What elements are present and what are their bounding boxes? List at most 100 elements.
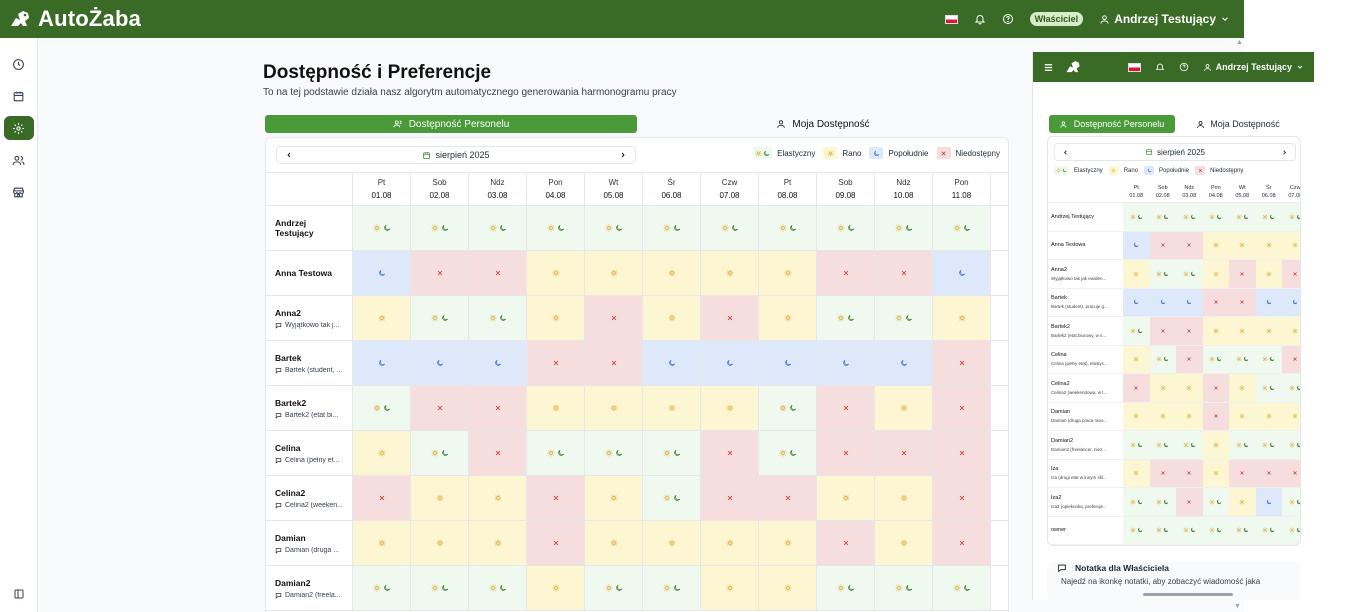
mobile-availability-cell[interactable] (1255, 374, 1282, 402)
availability-cell[interactable] (643, 521, 701, 565)
mobile-availability-cell[interactable] (1282, 345, 1300, 373)
mobile-availability-cell[interactable] (1255, 431, 1282, 459)
availability-cell[interactable] (933, 476, 991, 520)
mobile-availability-cell[interactable] (1123, 260, 1150, 288)
availability-cell[interactable] (527, 341, 585, 385)
availability-cell[interactable] (701, 251, 759, 295)
language-flag-icon[interactable] (1127, 62, 1141, 72)
availability-cell[interactable] (643, 251, 701, 295)
mobile-availability-cell[interactable] (1149, 516, 1176, 544)
availability-cell[interactable] (469, 386, 527, 430)
availability-cell[interactable] (353, 206, 411, 250)
mobile-availability-cell[interactable] (1176, 345, 1203, 373)
mobile-availability-cell[interactable] (1123, 516, 1150, 544)
availability-cell[interactable] (353, 521, 411, 565)
mobile-user-menu[interactable]: Andrzej Testujący (1203, 62, 1304, 72)
staff-note[interactable]: Bartek (student, ... (275, 367, 343, 374)
mobile-availability-cell[interactable] (1123, 317, 1150, 345)
availability-cell[interactable] (527, 476, 585, 520)
mobile-availability-cell[interactable] (1149, 345, 1176, 373)
availability-cell[interactable] (353, 431, 411, 475)
mobile-availability-cell[interactable] (1202, 402, 1229, 430)
availability-cell[interactable] (643, 206, 701, 250)
availability-cell[interactable] (469, 251, 527, 295)
mobile-availability-cell[interactable] (1149, 260, 1176, 288)
availability-cell[interactable] (817, 251, 875, 295)
availability-cell[interactable] (585, 521, 643, 565)
mobile-staff-note[interactable]: Bartek2 (etat biurowy, w s... (1051, 332, 1107, 338)
availability-cell[interactable] (933, 431, 991, 475)
mobile-availability-cell[interactable] (1282, 203, 1300, 231)
mobile-availability-cell[interactable] (1149, 402, 1176, 430)
mobile-availability-cell[interactable] (1176, 317, 1203, 345)
mobile-availability-cell[interactable] (1202, 345, 1229, 373)
availability-cell[interactable] (353, 341, 411, 385)
availability-cell[interactable] (585, 476, 643, 520)
mobile-availability-cell[interactable] (1255, 203, 1282, 231)
mobile-availability-cell[interactable] (1176, 431, 1203, 459)
mobile-availability-cell[interactable] (1229, 231, 1256, 259)
availability-cell[interactable] (585, 431, 643, 475)
availability-cell[interactable] (701, 341, 759, 385)
mobile-staff-note[interactable]: Iza2 (opiekunka, preferuje... (1051, 503, 1107, 509)
mobile-availability-cell[interactable] (1149, 231, 1176, 259)
mobile-availability-cell[interactable] (1255, 459, 1282, 487)
mobile-availability-cell[interactable] (1202, 488, 1229, 516)
mobile-availability-cell[interactable] (1176, 516, 1203, 544)
mobile-availability-cell[interactable] (1229, 459, 1256, 487)
availability-cell[interactable] (701, 566, 759, 610)
sidebar-item-users[interactable] (4, 148, 34, 172)
brand[interactable]: AutoŻaba (8, 6, 141, 32)
mobile-availability-cell[interactable] (1229, 345, 1256, 373)
mobile-availability-cell[interactable] (1229, 488, 1256, 516)
staff-note[interactable]: Celina (pełny et... (275, 457, 343, 464)
availability-cell[interactable] (469, 341, 527, 385)
availability-cell[interactable] (759, 251, 817, 295)
availability-cell[interactable] (643, 296, 701, 340)
availability-cell[interactable] (759, 386, 817, 430)
availability-cell[interactable] (875, 206, 933, 250)
staff-note[interactable]: Wyjątkowo tak j... (275, 322, 343, 329)
availability-cell[interactable] (933, 296, 991, 340)
bell-icon[interactable] (974, 13, 986, 25)
availability-cell[interactable] (817, 206, 875, 250)
availability-cell[interactable] (411, 566, 469, 610)
mobile-availability-cell[interactable] (1229, 203, 1256, 231)
availability-cell[interactable] (527, 566, 585, 610)
mobile-availability-cell[interactable] (1202, 374, 1229, 402)
mobile-availability-cell[interactable] (1282, 374, 1300, 402)
availability-cell[interactable] (353, 386, 411, 430)
mobile-availability-cell[interactable] (1255, 516, 1282, 544)
availability-cell[interactable] (701, 431, 759, 475)
availability-cell[interactable] (469, 566, 527, 610)
mobile-staff-note[interactable]: Iza (drugi etat w innym skl... (1051, 475, 1107, 481)
staff-note[interactable]: Damian2 (freela... (275, 592, 343, 599)
availability-cell[interactable] (759, 521, 817, 565)
mobile-availability-cell[interactable] (1149, 431, 1176, 459)
availability-cell[interactable] (527, 386, 585, 430)
mobile-staff-note[interactable]: Damian (druga praca rano... (1051, 418, 1108, 424)
mobile-availability-cell[interactable] (1255, 317, 1282, 345)
availability-cell[interactable] (353, 476, 411, 520)
mobile-availability-cell[interactable] (1282, 516, 1300, 544)
mobile-availability-cell[interactable] (1123, 288, 1150, 316)
availability-cell[interactable] (875, 386, 933, 430)
staff-note[interactable]: Celina2 (weeken... (275, 502, 343, 509)
chevron-right-icon[interactable] (619, 151, 627, 159)
availability-cell[interactable] (759, 206, 817, 250)
sidebar-item-settings[interactable] (3, 116, 34, 140)
availability-cell[interactable] (643, 341, 701, 385)
availability-cell[interactable] (469, 431, 527, 475)
availability-cell[interactable] (527, 206, 585, 250)
mobile-availability-cell[interactable] (1202, 459, 1229, 487)
mobile-availability-cell[interactable] (1202, 288, 1229, 316)
tab-my-availability[interactable]: Moja Dostępność (637, 115, 1009, 133)
mobile-availability-cell[interactable] (1202, 203, 1229, 231)
availability-cell[interactable] (585, 251, 643, 295)
availability-cell[interactable] (817, 431, 875, 475)
availability-cell[interactable] (469, 476, 527, 520)
tab-staff-availability[interactable]: Dostępność Personelu (265, 115, 637, 133)
availability-cell[interactable] (817, 341, 875, 385)
availability-cell[interactable] (469, 521, 527, 565)
mobile-availability-cell[interactable] (1282, 260, 1300, 288)
